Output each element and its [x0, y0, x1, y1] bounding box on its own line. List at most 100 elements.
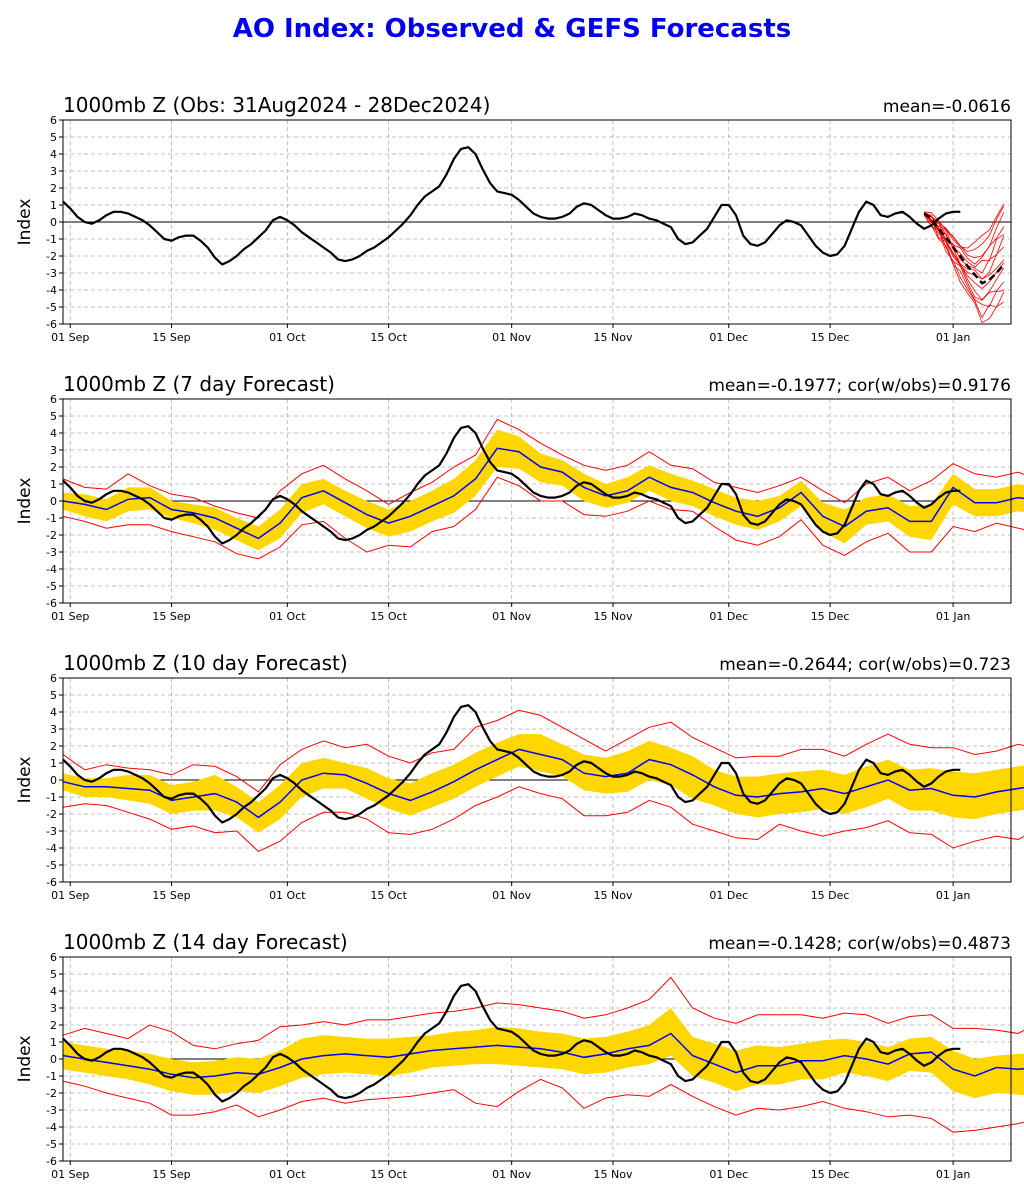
ensemble-mean-line: [62, 447, 1024, 540]
x-tick-label: 01 Jan: [936, 610, 970, 623]
observed-line: [62, 983, 961, 1103]
y-tick-label: -6: [46, 876, 57, 889]
x-tick-label: 01 Sep: [51, 610, 89, 623]
x-tick-label: 15 Sep: [152, 331, 190, 344]
panel-stat: mean=-0.1977; cor(w/obs)=0.9176: [708, 376, 1011, 396]
y-tick-label: -6: [46, 1155, 57, 1168]
ensemble-member-line: [923, 214, 1004, 308]
y-tick-label: -6: [46, 597, 57, 610]
y-tick-label: -4: [46, 563, 57, 576]
y-tick-label: -6: [46, 318, 57, 331]
panel-title: 1000mb Z (Obs: 31Aug2024 - 28Dec2024): [63, 93, 490, 117]
plot-frame: [62, 956, 1012, 1162]
spread-band: [63, 734, 1024, 833]
x-tick-label: 01 Nov: [492, 1168, 531, 1181]
y-tick-label: 5: [50, 689, 57, 702]
y-tick-label: 1: [50, 478, 57, 491]
y-tick-label: 0: [50, 216, 57, 229]
x-tick-label: 01 Nov: [492, 889, 531, 902]
y-tick-label: -5: [46, 1138, 57, 1151]
y-tick-label: 2: [50, 461, 57, 474]
y-tick-label: -1: [46, 1070, 57, 1083]
x-tick-label: 01 Dec: [709, 889, 748, 902]
panel-title: 1000mb Z (14 day Forecast): [63, 930, 348, 954]
ensemble-member-line: [923, 212, 1005, 274]
y-tick-label: 2: [50, 182, 57, 195]
x-tick-label: 01 Oct: [269, 1168, 306, 1181]
x-tick-label: 01 Dec: [709, 610, 748, 623]
x-tick-label: 15 Dec: [811, 610, 850, 623]
y-axis-label: Index: [15, 478, 35, 525]
y-tick-label: 4: [50, 148, 57, 161]
y-tick-label: 4: [50, 427, 57, 440]
x-tick-label: 01 Dec: [709, 1168, 748, 1181]
x-tick-label: 01 Nov: [492, 331, 531, 344]
y-tick-label: -5: [46, 580, 57, 593]
y-tick-label: 3: [50, 165, 57, 178]
panel-10day: 1000mb Z (10 day Forecast) mean=-0.2644;…: [15, 651, 1024, 902]
ensemble-min-line: [62, 476, 1024, 560]
y-tick-label: 2: [50, 1019, 57, 1032]
y-tick-label: 5: [50, 410, 57, 423]
y-tick-label: 1: [50, 757, 57, 770]
ensemble-max-line: [62, 976, 1024, 1050]
y-tick-label: 1: [50, 1036, 57, 1049]
x-tick-label: 15 Sep: [152, 610, 190, 623]
y-tick-label: -2: [46, 250, 57, 263]
ensemble-mean-dashed-line: [923, 212, 1005, 285]
y-tick-label: 6: [50, 951, 57, 964]
y-tick-label: 0: [50, 1053, 57, 1066]
y-tick-label: 3: [50, 1002, 57, 1015]
x-tick-label: 01 Sep: [51, 331, 89, 344]
y-tick-label: 3: [50, 444, 57, 457]
y-tick-label: 6: [50, 393, 57, 406]
y-tick-label: 4: [50, 985, 57, 998]
panel-title: 1000mb Z (10 day Forecast): [63, 651, 348, 675]
ensemble-min-line: [62, 786, 1024, 852]
spread-band: [63, 1008, 1024, 1099]
y-tick-label: -4: [46, 284, 57, 297]
x-tick-label: 15 Dec: [811, 1168, 850, 1181]
main-title: AO Index: Observed & GEFS Forecasts: [232, 14, 792, 44]
x-tick-label: 15 Nov: [594, 889, 633, 902]
y-tick-label: -2: [46, 808, 57, 821]
y-tick-label: 0: [50, 774, 57, 787]
plot-frame: [62, 119, 1012, 325]
y-tick-label: 6: [50, 114, 57, 127]
y-tick-label: -3: [46, 546, 57, 559]
ensemble-mean-line: [62, 748, 1024, 819]
x-tick-label: 01 Sep: [51, 889, 89, 902]
panel-observed: 1000mb Z (Obs: 31Aug2024 - 28Dec2024) me…: [15, 93, 1012, 344]
plot-frame: [62, 398, 1012, 604]
observed-line: [62, 146, 961, 266]
ensemble-min-line: [62, 1078, 1024, 1133]
y-axis-label: Index: [15, 199, 35, 246]
x-tick-label: 01 Oct: [269, 889, 306, 902]
x-tick-label: 15 Oct: [370, 610, 407, 623]
y-tick-label: -2: [46, 1087, 57, 1100]
panel-stat: mean=-0.2644; cor(w/obs)=0.723: [719, 655, 1011, 675]
x-tick-label: 01 Jan: [936, 889, 970, 902]
y-tick-label: -2: [46, 529, 57, 542]
x-tick-label: 01 Nov: [492, 610, 531, 623]
plot-frame: [62, 677, 1012, 883]
y-tick-label: 2: [50, 740, 57, 753]
panel-7day: 1000mb Z (7 day Forecast) mean=-0.1977; …: [15, 372, 1024, 623]
x-tick-label: 15 Nov: [594, 610, 633, 623]
x-tick-label: 15 Oct: [370, 331, 407, 344]
y-tick-label: 3: [50, 723, 57, 736]
y-tick-label: -5: [46, 301, 57, 314]
panel-14day: 1000mb Z (14 day Forecast) mean=-0.1428;…: [15, 930, 1024, 1181]
x-tick-label: 01 Oct: [269, 331, 306, 344]
x-tick-label: 01 Dec: [709, 331, 748, 344]
ensemble-member-line: [923, 213, 1005, 280]
ensemble-mean-line: [62, 1032, 1024, 1079]
y-tick-label: 6: [50, 672, 57, 685]
x-tick-label: 15 Oct: [370, 1168, 407, 1181]
y-axis-label: Index: [15, 1036, 35, 1083]
x-tick-label: 15 Nov: [594, 1168, 633, 1181]
ensemble-member-line: [923, 213, 1005, 301]
y-tick-label: 1: [50, 199, 57, 212]
y-axis-label: Index: [15, 757, 35, 804]
